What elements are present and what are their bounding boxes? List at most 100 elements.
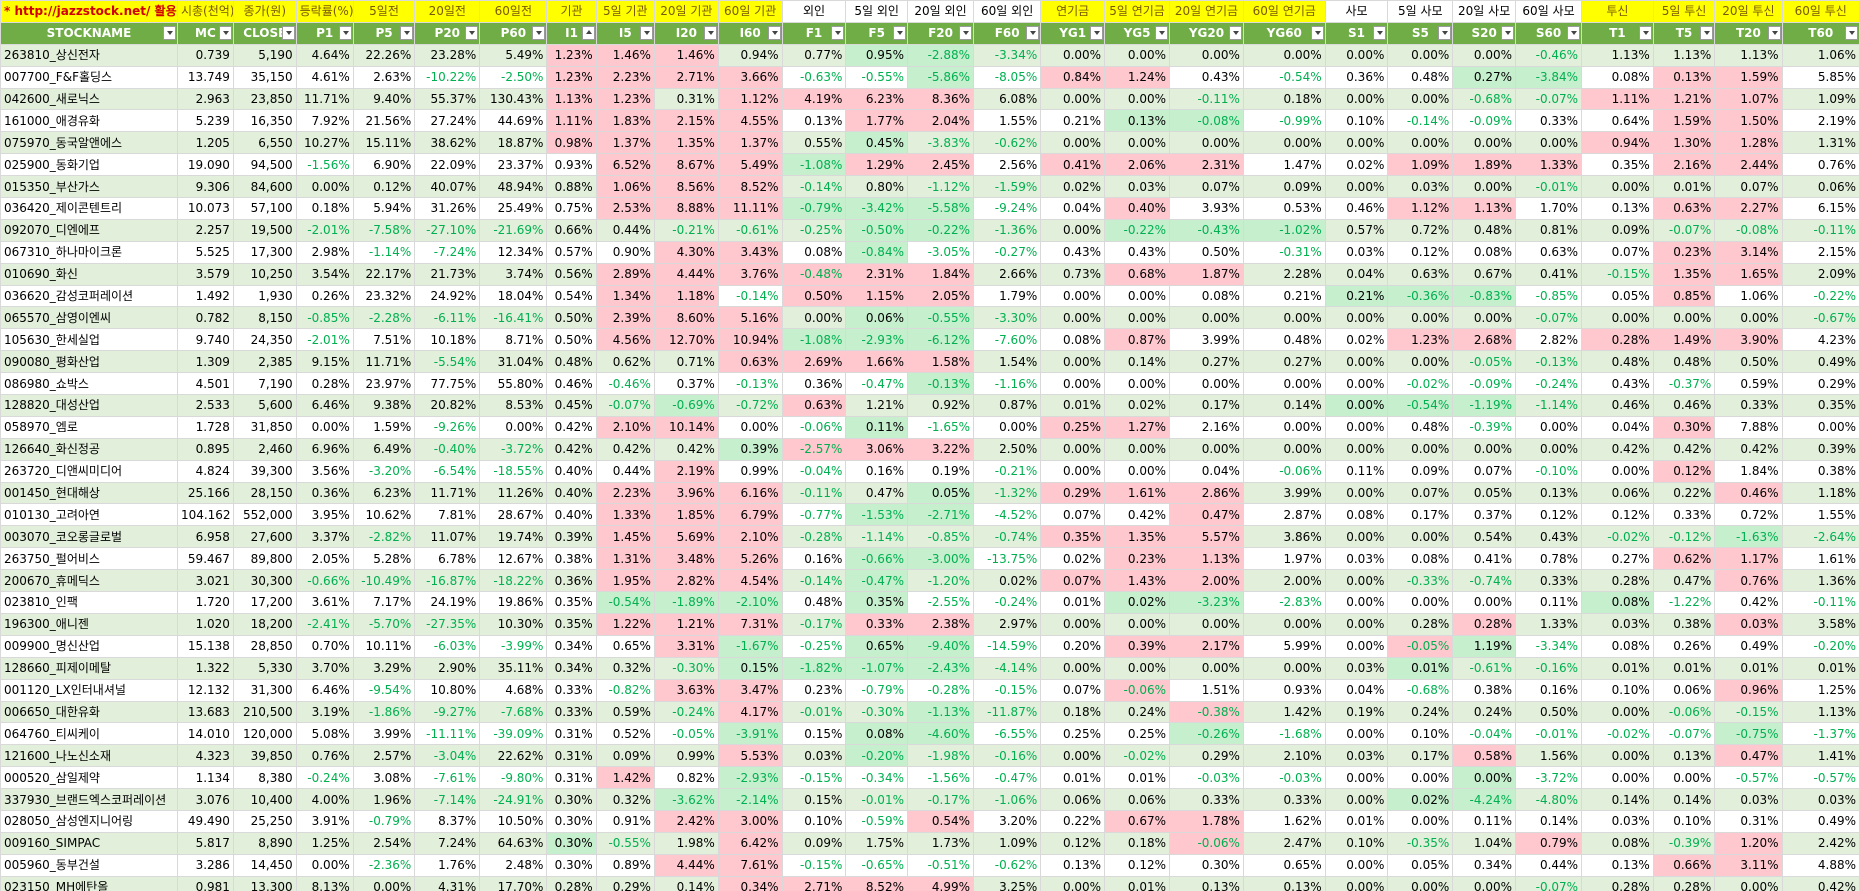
value-cell[interactable]: 1.23% [1387, 328, 1454, 352]
value-cell[interactable]: 0.21% [1324, 284, 1389, 308]
value-cell[interactable]: 0.10% [1387, 722, 1454, 746]
value-cell[interactable]: 5.26% [717, 547, 783, 571]
value-cell[interactable]: -0.68% [1387, 678, 1454, 702]
value-cell[interactable]: 6.42% [717, 831, 783, 855]
value-cell[interactable]: 0.54% [1452, 525, 1516, 549]
value-cell[interactable]: -11.87% [973, 700, 1042, 724]
value-cell[interactable]: -14.59% [973, 634, 1042, 658]
value-cell[interactable]: 0.99% [653, 744, 719, 768]
value-cell[interactable]: -3.23% [1169, 591, 1244, 614]
value-cell[interactable]: 0.00% [1242, 306, 1326, 330]
value-cell[interactable]: 0.48% [781, 591, 847, 614]
stock-name-cell[interactable]: 105630_한세실업 [0, 328, 178, 352]
value-cell[interactable]: -0.48% [781, 262, 847, 286]
value-cell[interactable]: -2.88% [906, 43, 975, 67]
value-cell[interactable]: 0.96% [1714, 678, 1783, 702]
value-cell[interactable]: 0.00% [1581, 744, 1654, 768]
value-cell[interactable]: -1.98% [906, 744, 975, 768]
value-cell[interactable]: -0.20% [1781, 634, 1860, 658]
value-cell[interactable]: -1.12% [906, 175, 975, 199]
value-cell[interactable]: 1.06% [1714, 284, 1783, 308]
table-row[interactable]: 200670_휴메딕스 3.021 30,300 -0.66% -10.49% -16.8… [0, 569, 1860, 593]
value-cell[interactable]: 1.46% [595, 43, 655, 67]
value-cell[interactable]: 0.25% [1040, 415, 1106, 439]
value-cell[interactable]: 0.43% [1040, 240, 1106, 264]
filter-dropdown-icon[interactable] [959, 25, 973, 40]
value-cell[interactable]: 0.13% [1169, 875, 1244, 891]
value-cell[interactable]: 0.07% [1040, 569, 1106, 593]
value-cell[interactable]: 10.073 [176, 197, 234, 220]
table-row[interactable]: 058970_엠로 1.728 31,850 0.00% 1.59% -9.26% 0.00… [0, 415, 1860, 439]
value-cell[interactable]: 0.00% [1104, 372, 1170, 396]
value-cell[interactable]: 0.00% [1324, 591, 1389, 614]
value-cell[interactable]: -0.06% [781, 415, 847, 439]
value-cell[interactable]: -0.22% [1104, 218, 1170, 242]
value-cell[interactable]: 1.09% [973, 831, 1042, 855]
value-cell[interactable]: 2.533 [176, 394, 234, 417]
value-cell[interactable]: 0.00% [1324, 722, 1389, 746]
value-cell[interactable]: 0.00% [1324, 853, 1389, 877]
value-cell[interactable]: 1.89% [1452, 153, 1516, 177]
value-cell[interactable]: -1.06% [973, 788, 1042, 811]
value-cell[interactable]: 0.00% [1387, 43, 1454, 67]
value-cell[interactable]: 0.64% [1581, 109, 1654, 133]
value-cell[interactable]: 0.01% [1040, 591, 1106, 614]
value-cell[interactable]: -0.09% [1452, 109, 1516, 133]
value-cell[interactable]: -2.93% [717, 766, 783, 790]
value-cell[interactable]: -5.58% [906, 197, 975, 220]
value-cell[interactable]: 1.11% [1581, 87, 1654, 111]
value-cell[interactable]: -0.47% [973, 766, 1042, 790]
value-cell[interactable]: -11.11% [414, 722, 481, 746]
value-cell[interactable]: -0.16% [1514, 656, 1583, 680]
value-cell[interactable]: 3.43% [717, 240, 783, 264]
value-cell[interactable]: 49.490 [176, 809, 234, 833]
value-cell[interactable]: 40.07% [414, 175, 481, 199]
stock-name-cell[interactable]: 001450_현대해상 [0, 481, 178, 505]
value-cell[interactable]: 0.53% [1242, 197, 1326, 220]
table-row[interactable]: 003070_코오롱글로벌 6.958 27,600 3.37% -2.82% 11.07… [0, 525, 1860, 549]
value-cell[interactable]: 0.00% [1242, 372, 1326, 396]
stock-name-cell[interactable]: 006650_대한유화 [0, 700, 178, 724]
value-cell[interactable]: 0.38% [546, 547, 597, 571]
value-cell[interactable]: 25.49% [479, 197, 548, 220]
value-cell[interactable]: 1.66% [845, 350, 908, 374]
value-cell[interactable]: 4.17% [717, 700, 783, 724]
value-cell[interactable]: 0.87% [973, 394, 1042, 417]
value-cell[interactable]: 0.03% [1324, 744, 1389, 768]
value-cell[interactable]: 0.07% [1387, 481, 1454, 505]
value-cell[interactable]: 10.80% [414, 678, 481, 702]
value-cell[interactable]: 2.56% [973, 153, 1042, 177]
value-cell[interactable]: -0.02% [1387, 372, 1454, 396]
value-cell[interactable]: -0.51% [906, 853, 975, 877]
value-cell[interactable]: 0.06% [1040, 788, 1106, 811]
value-cell[interactable]: 17,300 [232, 240, 297, 264]
value-cell[interactable]: -3.72% [1514, 766, 1583, 790]
table-row[interactable]: 001120_LX인터내셔널 12.132 31,300 6.46% -9.54% 10.… [0, 678, 1860, 702]
value-cell[interactable]: -0.06% [1652, 700, 1716, 724]
value-cell[interactable]: 0.47% [1652, 569, 1716, 593]
value-cell[interactable]: 0.15% [781, 788, 847, 811]
value-cell[interactable]: 0.42% [1652, 437, 1716, 461]
value-cell[interactable]: 0.18% [1242, 87, 1326, 111]
filter-dropdown-icon[interactable] [465, 25, 479, 40]
value-cell[interactable]: 3.47% [717, 678, 783, 702]
value-cell[interactable]: 11.07% [414, 525, 481, 549]
value-cell[interactable]: 0.13% [1652, 65, 1716, 89]
value-cell[interactable]: -0.05% [653, 722, 719, 746]
value-cell[interactable]: 1.33% [1514, 612, 1583, 636]
value-cell[interactable]: 1.84% [1714, 459, 1783, 483]
value-cell[interactable]: 2.16% [1169, 415, 1244, 439]
value-cell[interactable]: 104.162 [176, 503, 234, 527]
value-cell[interactable]: 3.56% [295, 459, 354, 483]
filter-dropdown-icon[interactable] [162, 25, 176, 40]
table-row[interactable]: 263750_펄어비스 59.467 89,800 2.05% 5.28% 6.78% 12… [0, 547, 1860, 571]
value-cell[interactable]: 21.73% [414, 262, 481, 286]
value-cell[interactable]: 0.35% [1581, 153, 1654, 177]
value-cell[interactable]: 0.00% [1242, 656, 1326, 680]
value-cell[interactable]: 1.58% [906, 350, 975, 374]
value-cell[interactable]: 4.61% [295, 65, 354, 89]
value-cell[interactable]: 0.981 [176, 875, 234, 891]
value-cell[interactable]: -0.06% [1104, 678, 1170, 702]
value-cell[interactable]: -0.01% [781, 700, 847, 724]
value-cell[interactable]: -1.89% [653, 591, 719, 614]
